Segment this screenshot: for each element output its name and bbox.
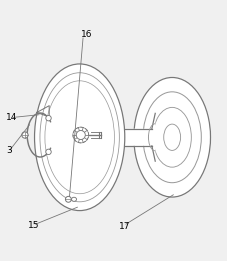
- Ellipse shape: [153, 107, 191, 167]
- Polygon shape: [100, 113, 155, 161]
- Text: 15: 15: [28, 221, 39, 230]
- Circle shape: [22, 132, 28, 138]
- Circle shape: [46, 115, 51, 121]
- Circle shape: [46, 149, 51, 155]
- Circle shape: [76, 130, 85, 140]
- Ellipse shape: [143, 92, 201, 183]
- Ellipse shape: [164, 124, 181, 150]
- Text: 3: 3: [6, 146, 12, 155]
- Text: 14: 14: [6, 113, 18, 122]
- Ellipse shape: [134, 78, 210, 197]
- Text: 17: 17: [119, 222, 131, 231]
- Circle shape: [65, 196, 71, 202]
- Text: 16: 16: [81, 30, 92, 39]
- Ellipse shape: [72, 197, 76, 201]
- Ellipse shape: [35, 64, 125, 211]
